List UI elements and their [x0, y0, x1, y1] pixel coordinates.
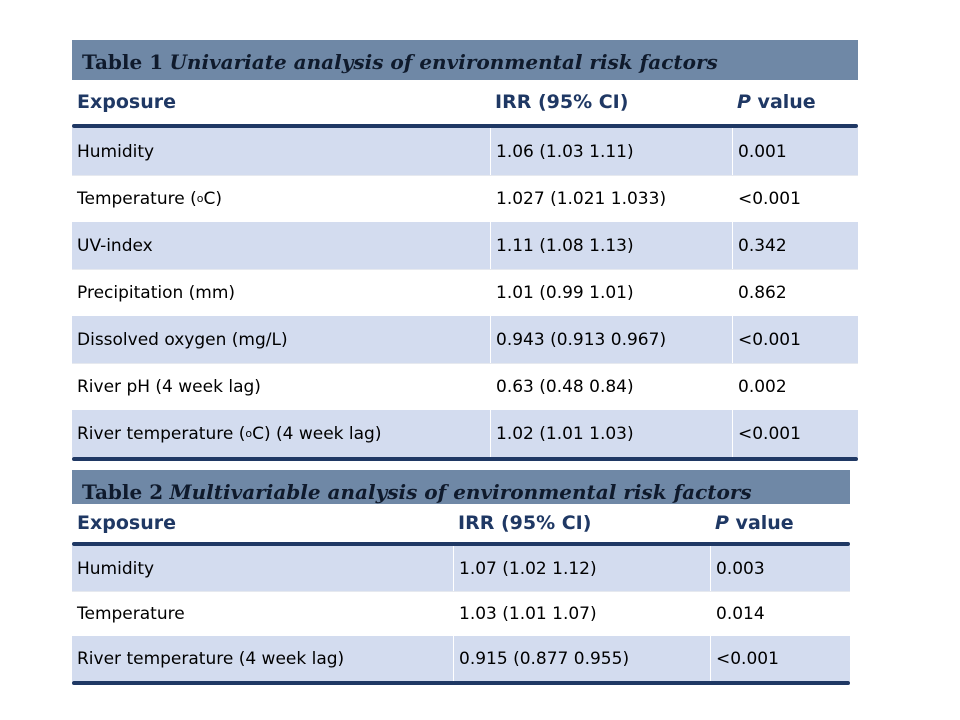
cell-irr: 0.943 (0.913 0.967)	[490, 316, 732, 363]
cell-irr: 1.027 (1.021 1.033)	[490, 176, 732, 222]
exposure-pre: Temperature (	[77, 189, 197, 209]
table-row: Humidity 1.06 (1.03 1.11) 0.001	[72, 128, 858, 175]
caption-number: Table 2	[82, 480, 164, 504]
table-row: River pH (4 week lag) 0.63 (0.48 0.84) 0…	[72, 363, 858, 410]
cell-p: 0.014	[710, 592, 850, 636]
cell-irr: 1.03 (1.01 1.07)	[453, 592, 710, 636]
table-univariate: Table 1 Univariate analysis of environme…	[72, 40, 858, 461]
cell-p: <0.001	[732, 410, 858, 457]
cell-irr: 1.06 (1.03 1.11)	[490, 128, 732, 175]
cell-exposure: Humidity	[77, 558, 155, 579]
table-row: Humidity 1.07 (1.02 1.12) 0.003	[72, 546, 850, 591]
cell-p: <0.001	[732, 176, 858, 222]
cell-exposure: River temperature (o C) (4 week lag)	[77, 423, 382, 444]
cell-p: <0.001	[710, 636, 850, 681]
table-row: UV-index 1.11 (1.08 1.13) 0.342	[72, 222, 858, 269]
table-caption: Table 1 Univariate analysis of environme…	[72, 40, 858, 80]
header-exposure: Exposure	[77, 91, 176, 113]
cell-exposure: River pH (4 week lag)	[77, 377, 261, 397]
cell-irr: 0.915 (0.877 0.955)	[453, 636, 710, 681]
header-irr: IRR (95% CI)	[495, 91, 629, 113]
cell-p: 0.342	[732, 222, 858, 269]
header-p-italic: P	[737, 91, 751, 113]
table-header-row: Exposure IRR (95% CI) P value	[72, 80, 858, 124]
cell-exposure: Temperature	[77, 604, 185, 624]
cell-irr: 1.02 (1.01 1.03)	[490, 410, 732, 457]
cell-p: 0.001	[732, 128, 858, 175]
header-exposure: Exposure	[77, 512, 176, 534]
caption-number: Table 1	[82, 50, 164, 74]
table-multivariable: Table 2 Multivariable analysis of enviro…	[72, 470, 850, 685]
cell-p: 0.003	[710, 546, 850, 591]
header-p-rest: value	[728, 512, 794, 534]
table-row: River temperature (o C) (4 week lag) 1.02…	[72, 410, 858, 457]
table-row: Temperature (o C) 1.027 (1.021 1.033) <0.…	[72, 175, 858, 222]
table-header-row: Exposure IRR (95% CI) P value	[72, 504, 850, 542]
header-irr: IRR (95% CI)	[458, 512, 592, 534]
header-rule	[72, 124, 858, 128]
cell-p: 0.002	[732, 364, 858, 410]
table-row: River temperature (4 week lag) 0.915 (0.…	[72, 636, 850, 681]
cell-p: 0.862	[732, 270, 858, 316]
cell-p: <0.001	[732, 316, 858, 363]
table-row: Precipitation (mm) 1.01 (0.99 1.01) 0.86…	[72, 269, 858, 316]
cell-exposure: Dissolved oxygen (mg/L)	[77, 329, 288, 350]
table-caption: Table 2 Multivariable analysis of enviro…	[72, 470, 850, 504]
cell-exposure: River temperature (4 week lag)	[77, 648, 345, 669]
cell-exposure: Humidity	[77, 141, 155, 162]
cell-exposure: Precipitation (mm)	[77, 283, 236, 303]
cell-irr: 1.01 (0.99 1.01)	[490, 270, 732, 316]
bottom-rule	[72, 681, 850, 685]
caption-text: Multivariable analysis of environmental …	[169, 480, 752, 504]
header-p-value: P value	[710, 504, 850, 542]
cell-irr: 1.07 (1.02 1.12)	[453, 546, 710, 591]
cell-exposure: Temperature (o C)	[77, 189, 222, 209]
exposure-post: C)	[203, 189, 222, 209]
cell-exposure: UV-index	[77, 235, 153, 256]
table-row: Dissolved oxygen (mg/L) 0.943 (0.913 0.9…	[72, 316, 858, 363]
exposure-post: C) (4 week lag)	[252, 423, 382, 444]
header-p-italic: P	[715, 512, 729, 534]
header-rule	[72, 542, 850, 546]
caption-text: Univariate analysis of environmental ris…	[169, 50, 718, 74]
bottom-rule	[72, 457, 858, 461]
cell-irr: 1.11 (1.08 1.13)	[490, 222, 732, 269]
exposure-pre: River temperature (	[77, 423, 246, 444]
header-p-rest: value	[750, 91, 816, 113]
cell-irr: 0.63 (0.48 0.84)	[490, 364, 732, 410]
header-p-value: P value	[732, 80, 858, 124]
table-row: Temperature 1.03 (1.01 1.07) 0.014	[72, 591, 850, 636]
